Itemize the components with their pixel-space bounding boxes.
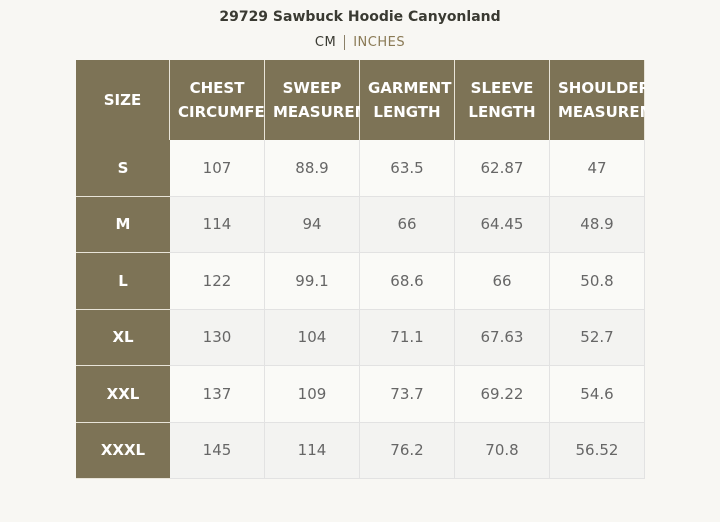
value-cell: 56.52 xyxy=(550,422,645,479)
cell-text: 64.45 xyxy=(480,215,524,234)
size-cell: XL xyxy=(76,309,170,366)
cell-text: 114 xyxy=(202,215,232,234)
value-cell: 145 xyxy=(170,422,265,479)
cell-text: 52.7 xyxy=(580,328,614,347)
size-cell: XXXL xyxy=(76,422,170,479)
unit-switch: CM INCHES xyxy=(0,35,720,50)
column-header: SIZE xyxy=(76,60,170,140)
column-header: SWEEP MEASUREMENT xyxy=(265,60,403,140)
value-cell: 94 xyxy=(265,196,360,253)
cell-text: L xyxy=(118,271,128,290)
cell-text: 66 xyxy=(397,215,417,234)
value-cell: 70.8 xyxy=(455,422,550,479)
cell-text: 63.5 xyxy=(390,158,424,177)
unit-cm[interactable]: CM xyxy=(306,35,346,50)
cell-text: CHEST CIRCUMFERENCE xyxy=(178,79,321,121)
size-cell: M xyxy=(76,196,170,253)
cell-text: 67.63 xyxy=(480,328,524,347)
cell-text: 76.2 xyxy=(390,441,424,460)
cell-text: 137 xyxy=(202,384,232,403)
size-table: SIZE CHEST CIRCUMFERENCE SWEEP MEASUREMENT… xyxy=(76,60,645,479)
cell-text: 99.1 xyxy=(295,271,329,290)
cell-text: 54.6 xyxy=(580,384,614,403)
column-header: CHEST CIRCUMFERENCE xyxy=(170,60,321,140)
value-cell: 99.1 xyxy=(265,253,360,310)
value-cell: 62.87 xyxy=(455,140,550,197)
value-cell: 48.9 xyxy=(550,196,645,253)
cell-text: 88.9 xyxy=(295,158,329,177)
cell-text: SIZE xyxy=(103,91,142,109)
size-cell: L xyxy=(76,253,170,310)
size-cell: XXL xyxy=(76,366,170,423)
value-cell: 71.1 xyxy=(360,309,455,366)
unit-inches[interactable]: INCHES xyxy=(353,35,406,50)
value-cell: 114 xyxy=(265,422,360,479)
value-cell: 122 xyxy=(170,253,265,310)
cell-text: 145 xyxy=(202,441,232,460)
column-header: SHOULDER MEASUREMENT xyxy=(550,60,645,140)
value-cell: 88.9 xyxy=(265,140,360,197)
cell-text: 114 xyxy=(297,441,327,460)
cell-text: 130 xyxy=(202,328,232,347)
cell-text: 50.8 xyxy=(580,271,614,290)
cell-text: 68.6 xyxy=(390,271,424,290)
size-cell: S xyxy=(76,140,170,197)
value-cell: 137 xyxy=(170,366,265,423)
value-cell: 104 xyxy=(265,309,360,366)
cell-text: XXXL xyxy=(100,441,146,460)
value-cell: 50.8 xyxy=(550,253,645,310)
value-cell: 68.6 xyxy=(360,253,455,310)
value-cell: 109 xyxy=(265,366,360,423)
cell-text: 71.1 xyxy=(390,328,424,347)
value-cell: 66 xyxy=(455,253,550,310)
cell-text: SHOULDER MEASUREMENT xyxy=(558,79,645,121)
cell-text: 62.87 xyxy=(480,158,524,177)
column-header: SLEEVE LENGTH xyxy=(455,60,550,140)
cell-text: 47 xyxy=(587,158,607,177)
value-cell: 73.7 xyxy=(360,366,455,423)
value-cell: 76.2 xyxy=(360,422,455,479)
cell-text: 69.22 xyxy=(480,384,524,403)
cell-text: XXL xyxy=(106,384,140,403)
cell-text: 94 xyxy=(302,215,322,234)
value-cell: 114 xyxy=(170,196,265,253)
cell-text: SWEEP MEASUREMENT xyxy=(273,79,403,121)
cell-text: S xyxy=(117,158,129,177)
cell-text: 66 xyxy=(492,271,512,290)
value-cell: 66 xyxy=(360,196,455,253)
cell-text: XL xyxy=(112,328,134,347)
cell-text: 56.52 xyxy=(575,441,619,460)
cell-text: 48.9 xyxy=(580,215,614,234)
value-cell: 69.22 xyxy=(455,366,550,423)
value-cell: 54.6 xyxy=(550,366,645,423)
cell-text: 73.7 xyxy=(390,384,424,403)
title: 29729 Sawbuck Hoodie Canyonland xyxy=(219,9,501,25)
cell-text: 122 xyxy=(202,271,232,290)
cell-text: M xyxy=(115,215,131,234)
value-cell: 47 xyxy=(550,140,645,197)
value-cell: 67.63 xyxy=(455,309,550,366)
cell-text: SLEEVE LENGTH xyxy=(468,79,536,121)
cell-text: GARMENT LENGTH xyxy=(368,79,452,121)
cell-text: 104 xyxy=(297,328,327,347)
value-cell: 52.7 xyxy=(550,309,645,366)
cell-text: 107 xyxy=(202,158,232,177)
column-header: GARMENT LENGTH xyxy=(360,60,455,140)
cell-text: 109 xyxy=(297,384,327,403)
value-cell: 64.45 xyxy=(455,196,550,253)
value-cell: 130 xyxy=(170,309,265,366)
value-cell: 63.5 xyxy=(360,140,455,197)
value-cell: 107 xyxy=(170,140,265,197)
cell-text: 70.8 xyxy=(485,441,519,460)
